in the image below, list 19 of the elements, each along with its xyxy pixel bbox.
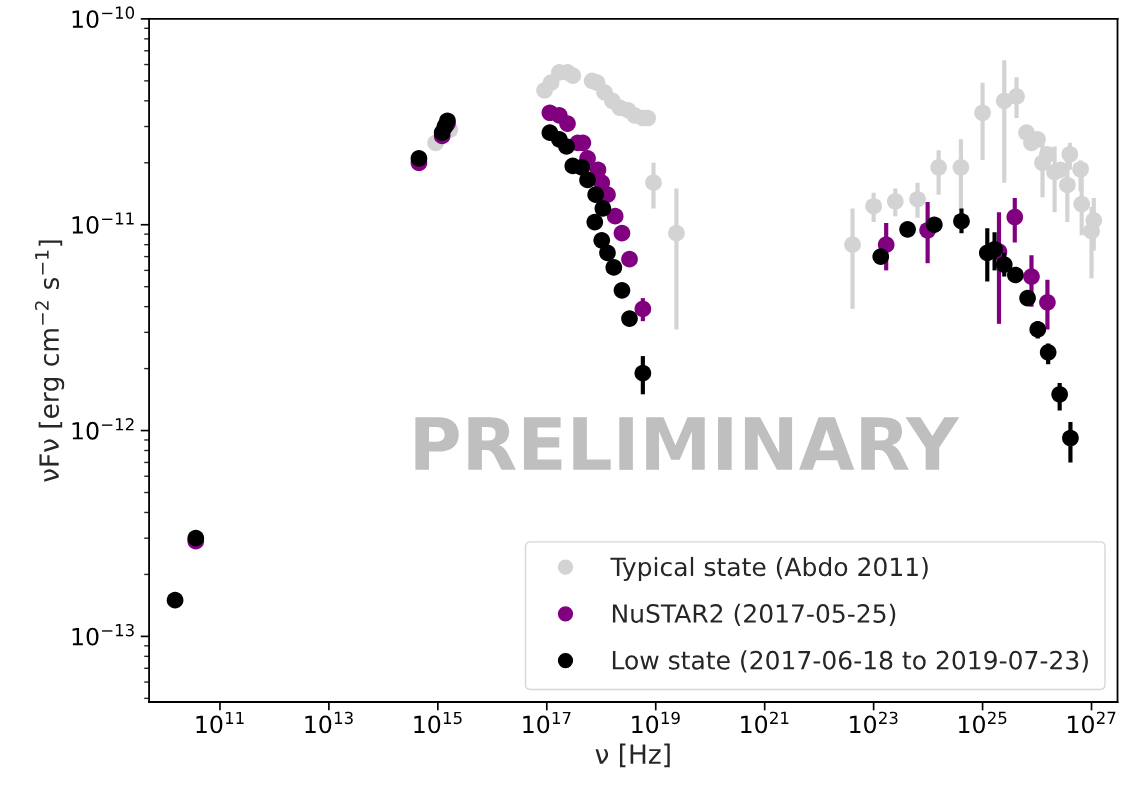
y-tick-label: 10$^{−12}$ <box>72 418 134 440</box>
y-axis-title: νFν [erg cm$^{−2}$ s$^{−1}$] <box>34 240 65 482</box>
x-axis-title: ν [Hz] <box>595 743 670 768</box>
x-tick-label: 10$^{25}$ <box>959 711 1007 734</box>
x-tick-label: 10$^{17}$ <box>523 711 571 734</box>
legend-label: Low state (2017-06-18 to 2019-07-23) <box>612 650 1088 673</box>
x-tick-label: 10$^{21}$ <box>741 711 789 734</box>
x-tick-label: 10$^{27}$ <box>1068 711 1116 734</box>
x-tick-label: 10$^{15}$ <box>414 711 462 734</box>
y-tick-label: 10$^{−10}$ <box>72 6 135 29</box>
legend-label: NuSTAR2 (2017-05-25) <box>612 603 896 626</box>
y-tick-label: 10$^{−13}$ <box>72 623 134 646</box>
x-tick-label: 10$^{11}$ <box>196 711 244 734</box>
y-tick-label: 10$^{−11}$ <box>72 212 134 234</box>
annotation: PRELIMINARY <box>415 417 960 470</box>
legend-label: Typical state (Abdo 2011) <box>610 556 928 582</box>
x-tick-label: 10$^{13}$ <box>305 711 353 734</box>
x-tick-label: 10$^{23}$ <box>850 711 898 734</box>
x-tick-label: 10$^{19}$ <box>632 711 680 734</box>
